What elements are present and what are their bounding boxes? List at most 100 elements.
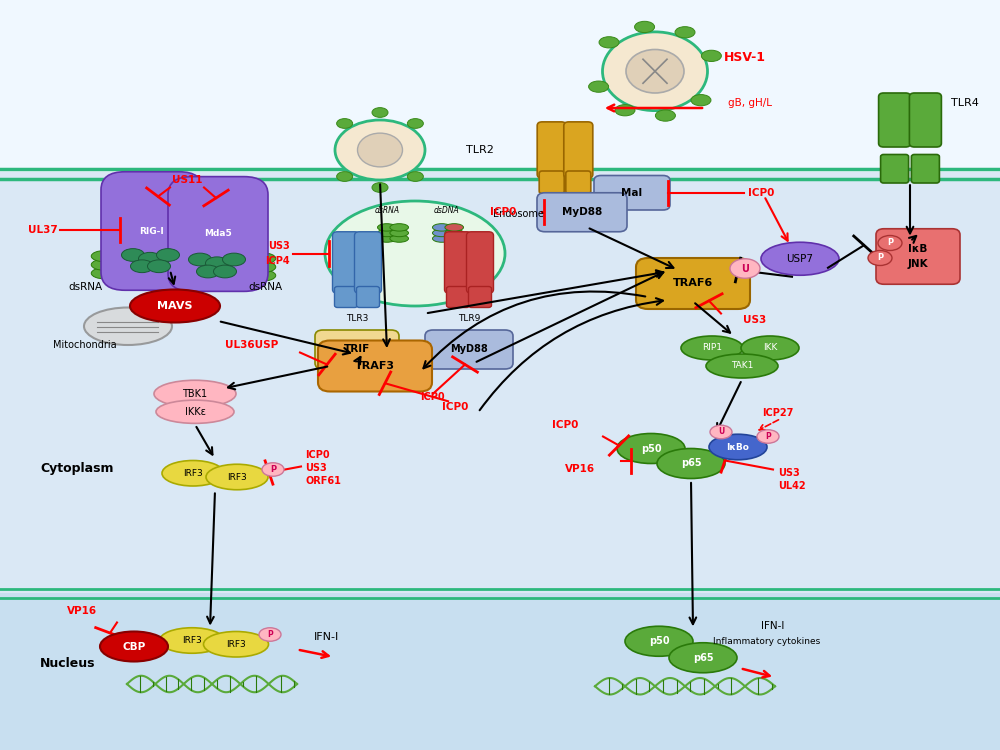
Ellipse shape	[100, 632, 168, 662]
Text: Nucleus: Nucleus	[40, 657, 96, 670]
Ellipse shape	[709, 434, 767, 460]
Text: TRIF: TRIF	[344, 344, 370, 355]
Ellipse shape	[761, 242, 839, 275]
Text: dsDNA: dsDNA	[434, 206, 460, 215]
Text: P: P	[267, 630, 273, 639]
Ellipse shape	[156, 400, 234, 423]
Ellipse shape	[390, 224, 408, 231]
Ellipse shape	[407, 172, 423, 182]
Ellipse shape	[247, 253, 276, 264]
Ellipse shape	[335, 120, 425, 180]
Text: UL37: UL37	[28, 225, 58, 236]
FancyBboxPatch shape	[466, 232, 494, 293]
Ellipse shape	[657, 448, 725, 478]
Text: Mda5: Mda5	[204, 230, 232, 238]
Text: VP16: VP16	[565, 464, 595, 475]
Ellipse shape	[445, 230, 464, 237]
Text: IKKε: IKKε	[184, 406, 206, 417]
FancyBboxPatch shape	[876, 229, 960, 284]
Text: IFN-I: IFN-I	[314, 632, 340, 643]
Ellipse shape	[204, 632, 268, 657]
Ellipse shape	[730, 259, 760, 278]
Text: MyD88: MyD88	[562, 207, 602, 218]
Bar	[0, 592, 1000, 750]
Ellipse shape	[615, 104, 635, 116]
Ellipse shape	[228, 261, 257, 273]
FancyBboxPatch shape	[101, 172, 203, 290]
FancyBboxPatch shape	[881, 154, 909, 183]
FancyBboxPatch shape	[468, 286, 492, 308]
Ellipse shape	[868, 251, 892, 266]
Ellipse shape	[162, 460, 224, 486]
Text: IFN-I: IFN-I	[761, 621, 785, 632]
Ellipse shape	[247, 261, 276, 273]
Text: US3: US3	[268, 241, 290, 251]
Text: TLR3: TLR3	[346, 314, 368, 323]
FancyBboxPatch shape	[332, 232, 360, 293]
FancyBboxPatch shape	[566, 171, 591, 194]
Text: IRF3: IRF3	[182, 636, 202, 645]
Text: p50: p50	[649, 636, 669, 646]
FancyBboxPatch shape	[539, 171, 564, 194]
Ellipse shape	[206, 256, 228, 270]
Ellipse shape	[196, 266, 220, 278]
Text: p50: p50	[641, 443, 661, 454]
Ellipse shape	[669, 643, 737, 673]
Ellipse shape	[214, 266, 237, 278]
Ellipse shape	[390, 235, 408, 242]
Ellipse shape	[110, 259, 139, 271]
FancyBboxPatch shape	[636, 258, 750, 309]
FancyBboxPatch shape	[537, 193, 627, 232]
Text: TAK1: TAK1	[731, 362, 753, 370]
Text: Mal: Mal	[621, 188, 643, 198]
Ellipse shape	[159, 628, 224, 653]
Ellipse shape	[602, 32, 708, 111]
Text: RIG-I: RIG-I	[140, 226, 164, 236]
FancyBboxPatch shape	[168, 177, 268, 292]
Ellipse shape	[445, 235, 464, 242]
Ellipse shape	[445, 224, 464, 231]
Text: P: P	[765, 432, 771, 441]
Text: TLR2: TLR2	[466, 145, 494, 155]
Text: HSV-1: HSV-1	[724, 51, 766, 64]
Ellipse shape	[156, 249, 180, 262]
Ellipse shape	[675, 27, 695, 38]
Ellipse shape	[228, 253, 257, 264]
FancyBboxPatch shape	[564, 122, 593, 178]
Ellipse shape	[599, 37, 619, 48]
Ellipse shape	[154, 380, 236, 407]
Ellipse shape	[262, 463, 284, 476]
Ellipse shape	[337, 118, 353, 128]
Text: p65: p65	[693, 652, 713, 663]
Text: ICP4: ICP4	[265, 256, 290, 266]
Ellipse shape	[228, 270, 257, 281]
FancyBboxPatch shape	[334, 286, 358, 308]
Text: TBK1: TBK1	[182, 388, 208, 399]
Ellipse shape	[655, 110, 675, 122]
Ellipse shape	[206, 464, 268, 490]
Text: p65: p65	[681, 458, 701, 469]
Text: dsRNA: dsRNA	[248, 281, 282, 292]
Text: IRF3: IRF3	[226, 640, 246, 649]
FancyBboxPatch shape	[315, 330, 399, 369]
Ellipse shape	[325, 201, 505, 306]
Text: JNK: JNK	[908, 259, 928, 269]
FancyBboxPatch shape	[909, 93, 941, 147]
Ellipse shape	[148, 260, 170, 273]
Ellipse shape	[635, 21, 655, 32]
Text: P: P	[887, 238, 893, 248]
Text: dsRNA: dsRNA	[374, 206, 400, 215]
Ellipse shape	[372, 107, 388, 117]
Ellipse shape	[701, 50, 721, 62]
Text: UL36USP: UL36USP	[225, 340, 278, 350]
Text: IRF3: IRF3	[227, 472, 247, 482]
Text: ICP0: ICP0	[748, 188, 774, 198]
Ellipse shape	[110, 268, 139, 279]
Text: RIP1: RIP1	[702, 344, 722, 352]
Text: VP16: VP16	[67, 605, 97, 616]
Ellipse shape	[706, 354, 778, 378]
Text: MAVS: MAVS	[157, 301, 193, 311]
Text: TRAF6: TRAF6	[673, 278, 713, 289]
Text: MyD88: MyD88	[450, 344, 488, 355]
Ellipse shape	[358, 134, 402, 167]
